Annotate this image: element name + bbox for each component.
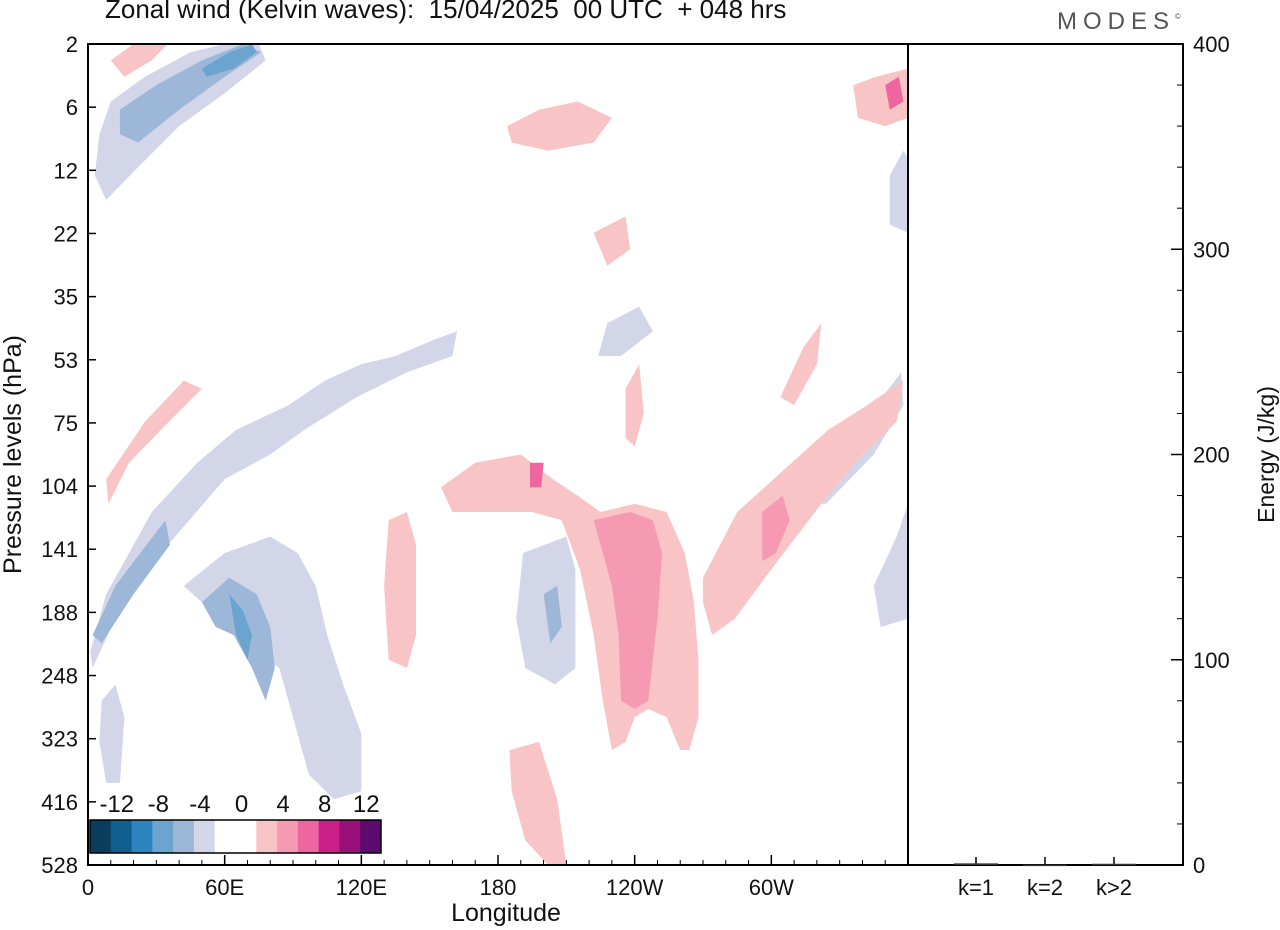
colorbar-swatch [173, 820, 195, 853]
y-tick-label: 12 [54, 158, 78, 183]
colorbar-label: -12 [99, 791, 134, 818]
wind-anomaly-region [99, 684, 125, 783]
bar-category-label: k>2 [1096, 875, 1132, 900]
energy-panel-frame [907, 43, 1184, 866]
x-tick-label: 120E [336, 875, 387, 900]
wind-anomaly-region [593, 512, 662, 709]
bar-category-label: k=1 [958, 875, 994, 900]
wind-anomaly-region [94, 44, 266, 200]
colorbar-label: -4 [189, 791, 210, 818]
colorbar-swatch [131, 820, 153, 853]
wind-anomaly-region [110, 44, 168, 77]
y-tick-label: 6 [66, 95, 78, 120]
y-tick-label: 35 [54, 285, 78, 310]
wind-anomaly-region [703, 380, 904, 636]
y-tick-label: 248 [41, 664, 78, 689]
y-tick-label: 323 [41, 727, 78, 752]
y-tick-label: 2 [66, 32, 78, 57]
wind-anomaly-region [516, 536, 576, 685]
bar-category-label: k=2 [1027, 875, 1063, 900]
colorbar-swatch [256, 820, 278, 853]
brand-text: MODES [1057, 8, 1176, 35]
x-tick-label: 180 [480, 875, 517, 900]
colorbar-swatch [235, 820, 257, 853]
colorbar-label: 8 [318, 791, 331, 818]
wind-anomaly-region [885, 76, 904, 110]
wind-anomaly-region [529, 462, 544, 488]
y-tick-label: 141 [41, 537, 78, 562]
colorbar-label: -8 [148, 791, 169, 818]
colorbar-label: 12 [353, 791, 380, 818]
wind-anomaly-region [543, 585, 562, 644]
energy-tick-label: 100 [1193, 648, 1230, 673]
y-tick-label: 22 [54, 221, 78, 246]
colorbar-swatch [318, 820, 340, 853]
wind-anomaly-region [229, 594, 252, 660]
colorbar-label: 0 [235, 791, 248, 818]
colorbar-swatch [193, 820, 216, 853]
wind-anomaly-region [509, 741, 567, 865]
x-axis-label: Longitude [451, 899, 561, 927]
x-tick-label: 60W [749, 875, 794, 900]
energy-tick-label: 400 [1193, 32, 1230, 57]
colorbar-swatch [277, 820, 299, 853]
y-tick-label: 104 [41, 474, 78, 499]
wind-anomaly-region [593, 216, 631, 266]
wind-anomaly-region [625, 364, 644, 447]
wind-anomaly-region [507, 101, 612, 151]
energy-bar [1092, 863, 1136, 866]
energy-bar [1023, 864, 1067, 867]
y-axis-label: Pressure levels (hPa) [0, 335, 27, 574]
colorbar-swatch [152, 820, 174, 853]
y-tick-label: 75 [54, 411, 78, 436]
energy-tick-label: 200 [1193, 443, 1230, 468]
colorbar-swatch [360, 820, 382, 853]
wind-anomaly-region [90, 331, 458, 668]
colorbar-frame [89, 819, 382, 854]
x-tick-label: 120W [606, 875, 664, 900]
y-tick-label: 528 [41, 853, 78, 878]
wind-anomaly-region [780, 323, 822, 406]
wind-anomaly-region [889, 150, 908, 233]
y-tick-label: 53 [54, 348, 78, 373]
wind-anomaly-region [106, 380, 202, 504]
x-tick-label: 60E [205, 875, 244, 900]
colorbar-label: 4 [276, 791, 289, 818]
colorbar-swatch [110, 820, 133, 853]
wind-anomaly-region [201, 44, 257, 77]
heatmap-layer [90, 44, 908, 865]
energy-axis-label: Energy (J/kg) [1253, 386, 1279, 523]
wind-anomaly-region [92, 520, 170, 644]
energy-bar [954, 863, 998, 865]
energy-tick-label: 0 [1193, 853, 1205, 878]
colorbar-swatch [90, 820, 112, 853]
energy-tick-label: 300 [1193, 237, 1230, 262]
wind-anomaly-region [384, 512, 416, 668]
colorbar-swatch [214, 820, 236, 853]
wind-anomaly-region [873, 503, 908, 627]
x-tick-label: 0 [82, 875, 94, 900]
y-tick-label: 188 [41, 600, 78, 625]
wind-anomaly-region [598, 306, 653, 356]
brand-mark: © [1175, 12, 1181, 21]
chart-title: Zonal wind (Kelvin waves): 15/04/2025 00… [105, 0, 787, 24]
colorbar-swatch [339, 820, 361, 853]
modes-logo: MODES© [1057, 8, 1181, 36]
wind-anomaly-region [762, 495, 790, 562]
colorbar-swatch [297, 820, 320, 853]
y-tick-label: 416 [41, 790, 78, 815]
